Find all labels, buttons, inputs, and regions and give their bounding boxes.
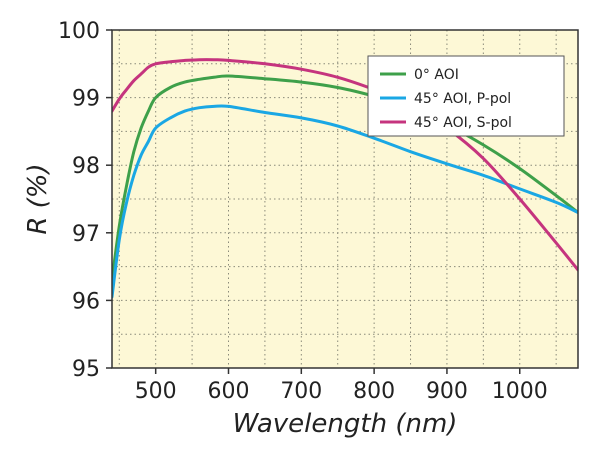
y-tick-label: 95 bbox=[72, 357, 100, 382]
legend-entry: 45° AOI, P-pol bbox=[414, 91, 511, 107]
y-tick-label: 96 bbox=[72, 289, 100, 314]
x-axis-label: Wavelength (nm) bbox=[233, 409, 458, 439]
series-line-2 bbox=[112, 104, 578, 299]
legend-entry: 45° AOI, S-pol bbox=[414, 115, 512, 131]
series-line-3 bbox=[112, 58, 578, 272]
y-tick-label: 97 bbox=[72, 222, 100, 247]
x-tick-label: 1000 bbox=[492, 379, 548, 404]
y-tick-label: 100 bbox=[58, 19, 100, 44]
y-axis-label: R (%) bbox=[23, 163, 53, 234]
x-tick-label: 600 bbox=[208, 379, 250, 404]
x-tick-label: 700 bbox=[280, 379, 322, 404]
x-tick-label: 900 bbox=[426, 379, 468, 404]
legend: 0° AOI 45° AOI, P-pol 45° AOI, S-pol bbox=[367, 55, 565, 137]
x-axis-ticks: 500 600 700 800 900 1000 bbox=[135, 368, 548, 404]
legend-entry: 0° AOI bbox=[414, 67, 459, 83]
y-axis-ticks: 95 96 97 98 99 100 bbox=[58, 19, 112, 382]
plot-frame bbox=[111, 29, 579, 369]
x-tick-label: 800 bbox=[353, 379, 395, 404]
x-tick-label: 500 bbox=[135, 379, 177, 404]
y-tick-label: 98 bbox=[72, 154, 100, 179]
y-tick-label: 99 bbox=[72, 87, 100, 112]
